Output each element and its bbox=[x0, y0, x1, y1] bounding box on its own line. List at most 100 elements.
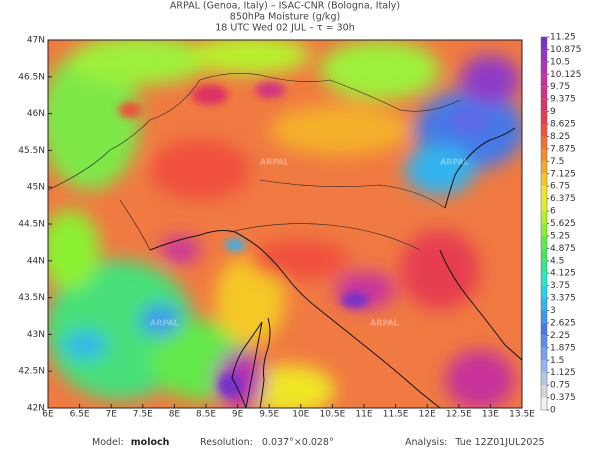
colorbar-segment bbox=[541, 372, 547, 386]
y-tick-label: 45N bbox=[27, 183, 45, 193]
coastline bbox=[231, 317, 271, 408]
colorbar-segment bbox=[541, 285, 547, 299]
colorbar-label: 9.375 bbox=[550, 95, 576, 105]
colorbar-segment bbox=[541, 124, 547, 137]
y-tick-label: 46.5N bbox=[18, 72, 45, 82]
colorbar-label: 9 bbox=[550, 107, 556, 117]
colorbar-segment bbox=[541, 173, 547, 187]
colorbar-label: 3 bbox=[550, 306, 556, 316]
colorbar-label: 1.875 bbox=[550, 343, 576, 353]
colorbar-label: 0 bbox=[550, 406, 556, 416]
colorbar-segment bbox=[541, 148, 547, 162]
moisture-field: ARPAL ARPAL ARPAL ARPAL bbox=[48, 40, 522, 408]
colorbar-segment bbox=[541, 335, 547, 348]
colorbar-label: 10.875 bbox=[550, 45, 582, 55]
colorbar-label: 10.5 bbox=[550, 57, 570, 67]
y-tick-label: 44N bbox=[27, 256, 45, 266]
x-tick-label: 11.5E bbox=[383, 410, 409, 420]
header-line: 18 UTC Wed 02 JUL – τ = 30h bbox=[215, 23, 354, 34]
colorbar-segment bbox=[541, 248, 547, 261]
x-tick-label: 6.5E bbox=[70, 410, 90, 420]
border-line bbox=[48, 73, 461, 191]
footer-value: 0.037°×0.028° bbox=[262, 437, 334, 448]
watermarks: ARPAL ARPAL ARPAL ARPAL bbox=[150, 158, 469, 328]
x-tick-label: 12.5E bbox=[446, 410, 472, 420]
field-patches bbox=[48, 40, 522, 408]
x-tick-label: 8.5E bbox=[196, 410, 216, 420]
watermark: ARPAL bbox=[260, 158, 289, 167]
colorbar-label: 9.75 bbox=[550, 82, 570, 92]
x-tick-label: 10E bbox=[292, 410, 309, 420]
footer-value: moloch bbox=[131, 437, 170, 448]
colorbar-label: 2.25 bbox=[550, 331, 570, 341]
watermark: ARPAL bbox=[150, 319, 179, 328]
colorbar-segment bbox=[541, 136, 547, 149]
colorbar-label: 6.375 bbox=[550, 194, 576, 204]
y-tick-label: 44.5N bbox=[18, 220, 45, 230]
coastline bbox=[439, 249, 522, 361]
field-details bbox=[118, 82, 490, 397]
x-tick-label: 12E bbox=[419, 410, 436, 420]
colorbar-segment bbox=[541, 61, 547, 75]
colorbar-label: 4.875 bbox=[550, 244, 576, 254]
colorbar-label: 4.5 bbox=[550, 256, 564, 266]
y-tick-label: 43.5N bbox=[18, 293, 45, 303]
colorbar-label: 6.75 bbox=[550, 182, 570, 192]
y-tick-label: 43N bbox=[27, 330, 45, 340]
footer-label: Model: bbox=[92, 437, 124, 448]
colorbar-label: 8.625 bbox=[550, 120, 576, 130]
colorbar-segment bbox=[541, 198, 547, 212]
colorbar-segment bbox=[541, 161, 547, 174]
colorbar-label: 10.125 bbox=[550, 70, 582, 80]
y-tick-label: 42N bbox=[27, 404, 45, 414]
header-line: 850hPa Moisture (g/kg) bbox=[230, 12, 340, 23]
colorbar-segment bbox=[541, 322, 547, 336]
colorbar-segment bbox=[541, 347, 547, 361]
colorbar-segment bbox=[541, 310, 547, 323]
footer-label: Analysis: bbox=[405, 437, 447, 448]
colorbar-label: 0.375 bbox=[550, 393, 576, 403]
colorbar-label: 0.75 bbox=[550, 381, 570, 391]
x-tick-label: 11E bbox=[355, 410, 372, 420]
x-tick-label: 8E bbox=[169, 410, 181, 420]
colorbar-label: 7.5 bbox=[550, 157, 564, 167]
y-tick-label: 46N bbox=[27, 109, 45, 119]
x-tick-label: 6E bbox=[42, 410, 54, 420]
colorbar-label: 4.125 bbox=[550, 269, 576, 279]
colorbar-segment bbox=[541, 235, 547, 249]
colorbar-label: 7.125 bbox=[550, 169, 576, 179]
watermark: ARPAL bbox=[370, 319, 399, 328]
coastline bbox=[149, 230, 441, 408]
x-tick-label: 7.5E bbox=[133, 410, 153, 420]
colorbar-segment bbox=[541, 298, 547, 311]
x-tick-label: 9E bbox=[232, 410, 244, 420]
colorbar-segment bbox=[541, 49, 547, 62]
y-tick-label: 42.5N bbox=[18, 367, 45, 377]
x-tick-label: 9.5E bbox=[259, 410, 279, 420]
x-tick-label: 13.5E bbox=[509, 410, 535, 420]
x-tick-label: 7E bbox=[105, 410, 117, 420]
coastline bbox=[444, 127, 516, 209]
colorbar-segment bbox=[541, 74, 547, 87]
colorbar-segment bbox=[541, 99, 547, 112]
colorbar-segment bbox=[541, 211, 547, 224]
y-tick-label: 45.5N bbox=[18, 146, 45, 156]
footer: Model: moloch Resolution: 0.037°×0.028° … bbox=[92, 437, 545, 448]
colorbar-label: 5.625 bbox=[550, 219, 576, 229]
colorbar-label: 8.25 bbox=[550, 132, 570, 142]
x-tick-label: 13E bbox=[482, 410, 499, 420]
colorbar-label: 11.25 bbox=[550, 33, 576, 43]
colorbar-label: 6 bbox=[550, 207, 556, 217]
colorbar-label: 3.375 bbox=[550, 294, 576, 304]
colorbar-label: 7.875 bbox=[550, 144, 576, 154]
colorbar-label: 3.75 bbox=[550, 281, 570, 291]
x-tick-label: 10.5E bbox=[320, 410, 346, 420]
colorbar-label: 2.625 bbox=[550, 318, 576, 328]
colorbar-segment bbox=[541, 111, 547, 125]
watermark: ARPAL bbox=[440, 158, 469, 167]
colorbar-segment bbox=[541, 223, 547, 236]
colorbar-segment bbox=[541, 397, 547, 410]
colorbar-segment bbox=[541, 385, 547, 398]
colorbar-segment bbox=[541, 186, 547, 199]
